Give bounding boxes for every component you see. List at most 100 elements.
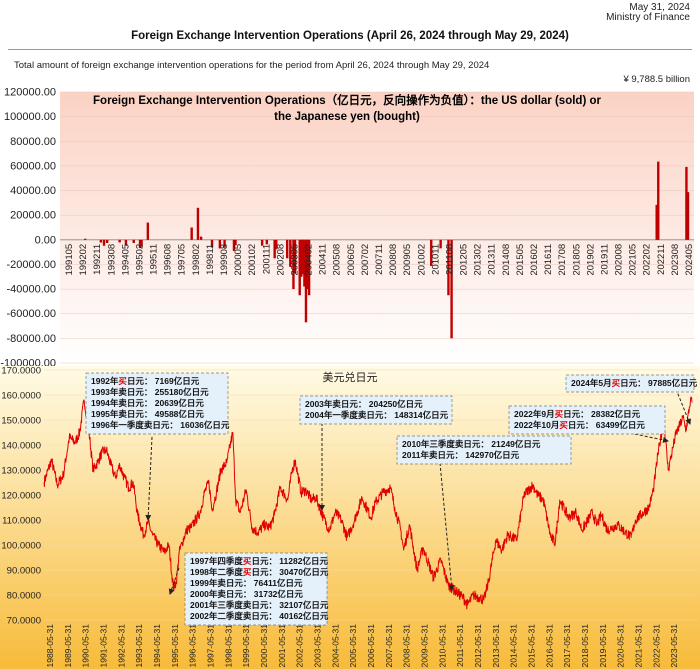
intervention-bar	[657, 161, 660, 240]
annotation-box	[565, 374, 695, 393]
intervention-bar	[84, 238, 87, 240]
x-tick-label: 202105	[628, 244, 639, 276]
intervention-bar	[260, 239, 264, 246]
annotation-arrow	[675, 388, 691, 425]
title-divider	[8, 49, 692, 50]
annotation-text-span: 1994年卖日元： 20639亿日元	[91, 398, 204, 408]
annotation-line: 1998年二季度买日元： 30470亿日元	[190, 567, 329, 577]
intervention-bar	[439, 239, 442, 249]
x-tick-label: 2008-05-31	[402, 624, 412, 668]
x-tick-label: 1995-05-31	[170, 624, 180, 668]
annotation-text-span: 买	[243, 556, 252, 566]
intervention-bar	[124, 239, 128, 246]
x-tick-label: 2022-05-31	[651, 624, 661, 668]
x-tick-label: 201408	[501, 244, 512, 276]
y-tick-label: 70.0000	[7, 616, 41, 627]
x-tick-label: 2016-05-31	[544, 624, 554, 668]
intervention-bar	[685, 166, 688, 240]
y-tick-label: 90.0000	[7, 566, 41, 577]
x-tick-label: 201002	[416, 244, 427, 276]
y-tick-label: 80000.00	[10, 136, 56, 148]
x-tick-label: 199202	[78, 244, 89, 276]
annotation-text-span: 1993年卖日元： 255180亿日元	[91, 387, 209, 397]
x-tick-label: 2005-05-31	[348, 624, 358, 668]
intervention-bar	[99, 239, 103, 243]
y-tick-label: 170.0000	[1, 366, 41, 377]
x-tick-label: 2003-05-31	[312, 624, 322, 668]
annotation-text-span: 2022年9月	[514, 409, 555, 419]
x-tick-label: 1997-05-31	[205, 624, 215, 668]
y-tick-label: 120000.00	[4, 87, 56, 99]
x-tick-label: 1993-05-31	[134, 624, 144, 668]
intervention-bar	[447, 239, 450, 296]
x-tick-label: 201902	[585, 244, 596, 276]
intervention-bar	[132, 239, 135, 244]
x-tick-label: 200808	[388, 244, 399, 276]
x-tick-label: 2015-05-31	[526, 624, 536, 668]
annotation-text-span: 买	[555, 409, 564, 419]
chart-title: Foreign Exchange Intervention Operations…	[93, 93, 601, 107]
x-tick-label: 201505	[515, 244, 526, 276]
x-tick-label: 200411	[318, 244, 329, 275]
annotation-text-span: 2004年一季度卖日元： 148314亿日元	[305, 410, 449, 420]
annotation-line: 2011年卖日元： 142970亿日元	[402, 450, 520, 460]
x-tick-label: 2009-05-31	[419, 624, 429, 668]
chart-title: 美元兑日元	[323, 370, 378, 384]
report-date: May 31, 2024	[629, 2, 690, 13]
annotation-line: 2002年二季度卖日元： 40162亿日元	[190, 611, 329, 621]
x-tick-label: 200702	[360, 244, 371, 276]
x-tick-label: 2006-05-31	[366, 624, 376, 668]
x-tick-label: 200208	[275, 244, 286, 276]
y-tick-label: 140.0000	[1, 441, 41, 452]
annotation-text-span: 买	[243, 567, 252, 577]
intervention-bar	[138, 239, 142, 249]
intervention-bar	[232, 239, 236, 251]
intervention-bar	[303, 239, 306, 287]
y-tick-label: -40000.00	[6, 284, 56, 296]
y-tick-label: 110.0000	[2, 516, 41, 527]
annotation-text-span: 买	[118, 376, 127, 386]
x-tick-label: 2000-05-31	[259, 624, 269, 668]
y-tick-label: 80.0000	[7, 591, 41, 602]
x-tick-label: 200905	[402, 244, 413, 276]
chart-title-line2: the Japanese yen (bought)	[274, 111, 420, 123]
intervention-bar	[306, 239, 309, 290]
y-tick-label: -20000.00	[6, 259, 56, 271]
x-tick-label: 202202	[642, 244, 653, 276]
annotation-arrow	[145, 436, 153, 521]
intervention-bar	[140, 239, 143, 247]
intervention-bar	[273, 239, 276, 259]
annotation-line: 1992年买日元： 7169亿日元	[91, 376, 200, 386]
x-tick-label: 1988-05-31	[45, 624, 55, 668]
x-tick-label: 2013-05-31	[491, 624, 501, 668]
x-tick-label: 2023-05-31	[669, 624, 679, 668]
x-tick-label: 200005	[233, 244, 244, 276]
intervention-bar	[293, 239, 297, 274]
intervention-bar	[146, 222, 150, 240]
annotation-text-span: 日元： 97885亿日元	[620, 378, 697, 388]
annotation-line: 1995年卖日元： 49588亿日元	[91, 409, 204, 419]
x-tick-label: 1991-05-31	[98, 624, 108, 668]
x-tick-label: 200305	[289, 244, 300, 276]
x-tick-label: 2020-05-31	[616, 624, 626, 668]
x-tick-label: 1994-05-31	[152, 624, 162, 668]
y-tick-label: 120.0000	[1, 491, 41, 502]
usdjpy-line-chart: 170.0000 160.0000 150.0000 140.0000 130.0000…	[0, 366, 700, 669]
annotation-text-span: 买	[559, 420, 568, 430]
x-tick-label: 201805	[571, 244, 582, 276]
intervention-bar	[307, 239, 311, 296]
y-tick-label: 0.00	[35, 234, 56, 246]
annotation-text-span: 日元： 30470亿日元	[251, 567, 328, 577]
annotation-text-span: 2022年10月	[514, 420, 559, 430]
x-tick-label: 200508	[332, 244, 343, 276]
x-tick-label: 2017-05-31	[562, 624, 572, 668]
intervention-bar	[430, 239, 433, 266]
x-tick-label: 200111	[261, 244, 272, 274]
intervention-bar	[105, 239, 109, 244]
x-tick-label: 199608	[163, 244, 174, 276]
x-tick-label: 199405	[120, 244, 131, 276]
intervention-bar	[275, 239, 278, 250]
annotation-text-span: 2001年三季度卖日元： 32107亿日元	[190, 600, 329, 610]
